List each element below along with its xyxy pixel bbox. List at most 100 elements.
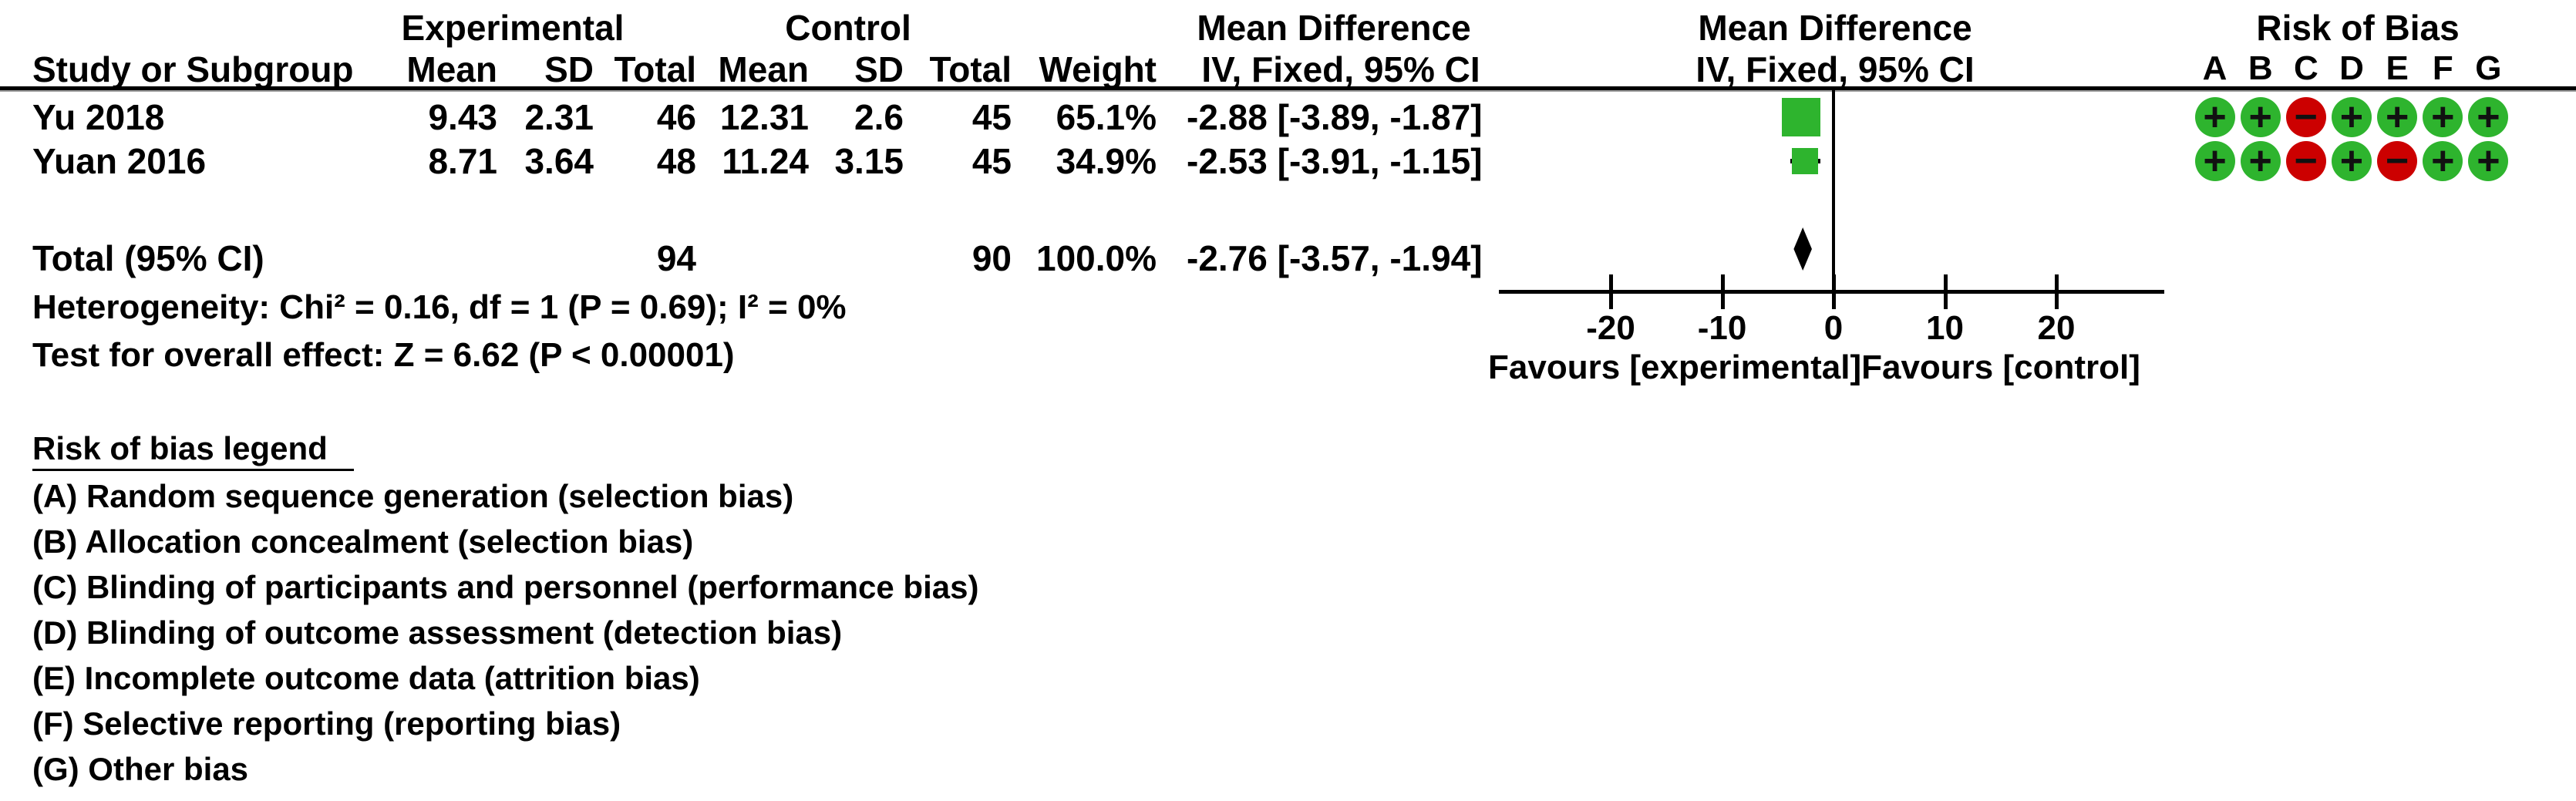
rob-legend-title: Risk of bias legend bbox=[32, 429, 354, 471]
total-ci: -2.76 [-3.57, -1.94] bbox=[1187, 238, 1483, 278]
legend-item: (A) Random sequence generation (selectio… bbox=[32, 478, 794, 514]
rob-row: + + − + + + + bbox=[2192, 96, 2511, 139]
high-risk-icon: − bbox=[2285, 141, 2326, 181]
study-column-header: Study or Subgroup bbox=[32, 49, 354, 89]
ctl-mean: 11.24 bbox=[722, 141, 809, 181]
legend-item: (F) Selective reporting (reporting bias) bbox=[32, 705, 621, 742]
low-risk-icon: + bbox=[2468, 141, 2509, 181]
legend-item: (C) Blinding of participants and personn… bbox=[32, 569, 979, 605]
study-name: Yu 2018 bbox=[32, 97, 165, 137]
rob-letter: G bbox=[2475, 49, 2502, 87]
ctl-mean-header: Mean bbox=[718, 49, 809, 89]
ci-method-header: IV, Fixed, 95% CI bbox=[1201, 49, 1480, 89]
low-risk-icon: + bbox=[2240, 97, 2281, 137]
zero-line bbox=[1832, 90, 1835, 293]
x-axis-tick bbox=[1609, 274, 1613, 309]
low-risk-icon: + bbox=[2194, 141, 2235, 181]
rob-cell: + bbox=[2466, 96, 2511, 139]
rob-letter: B bbox=[2248, 49, 2273, 87]
x-axis-tick bbox=[1720, 274, 1725, 309]
rob-cell: + bbox=[2329, 140, 2374, 183]
ci-value: -2.88 [-3.89, -1.87] bbox=[1187, 97, 1483, 137]
favours-left-label: Favours [experimental] bbox=[1488, 348, 1862, 386]
rob-cell: + bbox=[2329, 96, 2374, 139]
study-name: Yuan 2016 bbox=[32, 141, 207, 181]
x-axis-line bbox=[1499, 290, 2164, 294]
rob-cell: + bbox=[2192, 140, 2238, 183]
x-axis-tick-label: -20 bbox=[1586, 309, 1635, 347]
low-risk-icon: + bbox=[2468, 97, 2509, 137]
exp-mean: 9.43 bbox=[428, 97, 497, 137]
risk-of-bias-title: Risk of Bias bbox=[2256, 8, 2460, 48]
low-risk-icon: + bbox=[2377, 97, 2418, 137]
favours-right-label: Favours [control] bbox=[1861, 348, 2140, 386]
x-axis-tick-label: 10 bbox=[1926, 309, 1964, 347]
effect-square bbox=[1782, 98, 1821, 136]
legend-item: (G) Other bias bbox=[32, 751, 249, 787]
low-risk-icon: + bbox=[2194, 97, 2235, 137]
x-axis-tick-label: -10 bbox=[1697, 309, 1747, 347]
rob-letter: F bbox=[2432, 49, 2453, 87]
exp-sd: 2.31 bbox=[524, 97, 594, 137]
exp-total: 48 bbox=[656, 141, 696, 181]
exp-mean-header: Mean bbox=[406, 49, 497, 89]
heterogeneity-stat: Heterogeneity: Chi² = 0.16, df = 1 (P = … bbox=[32, 288, 847, 326]
total-row: Total (95% CI) 94 90 100.0% -2.76 [-3.57… bbox=[0, 237, 2576, 280]
experimental-group-header: Experimental bbox=[401, 8, 625, 48]
ci-value: -2.53 [-3.91, -1.15] bbox=[1187, 141, 1483, 181]
rob-cell: + bbox=[2375, 96, 2420, 139]
ctl-mean: 12.31 bbox=[719, 97, 809, 137]
low-risk-icon: + bbox=[2423, 141, 2463, 181]
rob-letter: A bbox=[2202, 49, 2227, 87]
ctl-total: 45 bbox=[971, 141, 1012, 181]
rob-cell: + bbox=[2192, 96, 2238, 139]
total-ctl-n: 90 bbox=[971, 238, 1012, 278]
total-exp-n: 94 bbox=[656, 238, 696, 278]
rob-letter: D bbox=[2339, 49, 2364, 87]
rob-cell: − bbox=[2283, 140, 2329, 183]
study-row: Yuan 2016 8.71 3.64 48 11.24 3.15 45 34.… bbox=[0, 140, 2576, 183]
weight-header: Weight bbox=[1039, 49, 1157, 89]
control-group-header: Control bbox=[785, 8, 911, 48]
exp-sd-header: SD bbox=[544, 49, 594, 89]
weight-value: 65.1% bbox=[1056, 97, 1157, 137]
header-rule bbox=[0, 86, 2576, 90]
x-axis-tick bbox=[1943, 274, 1948, 309]
x-axis-tick-label: 0 bbox=[1823, 309, 1844, 347]
ctl-sd: 3.15 bbox=[834, 141, 904, 181]
rob-cell: + bbox=[2466, 140, 2511, 183]
total-label: Total (95% CI) bbox=[32, 238, 264, 278]
exp-total: 46 bbox=[656, 97, 696, 137]
column-header-row: Study or Subgroup Mean SD Total Mean SD … bbox=[0, 48, 2576, 91]
rob-cell: − bbox=[2283, 96, 2329, 139]
effect-square bbox=[1792, 148, 1819, 174]
low-risk-icon: + bbox=[2423, 97, 2463, 137]
legend-item: (B) Allocation concealment (selection bi… bbox=[32, 523, 694, 560]
ctl-sd-header: SD bbox=[854, 49, 904, 89]
ctl-sd: 2.6 bbox=[854, 97, 904, 137]
ctl-total-header: Total bbox=[929, 49, 1012, 89]
overall-effect-stat: Test for overall effect: Z = 6.62 (P < 0… bbox=[32, 336, 735, 374]
low-risk-icon: + bbox=[2331, 97, 2372, 137]
rob-cell: + bbox=[2420, 96, 2466, 139]
total-diamond bbox=[1793, 227, 1812, 271]
rob-cell: − bbox=[2375, 140, 2420, 183]
rob-letter: C bbox=[2293, 49, 2318, 87]
low-risk-icon: + bbox=[2240, 141, 2281, 181]
rob-letter: E bbox=[2386, 49, 2409, 87]
legend-item: (E) Incomplete outcome data (attrition b… bbox=[32, 660, 700, 696]
high-risk-icon: − bbox=[2377, 141, 2418, 181]
rob-cell: + bbox=[2420, 140, 2466, 183]
ctl-total: 45 bbox=[971, 97, 1012, 137]
weight-value: 34.9% bbox=[1056, 141, 1157, 181]
mean-difference-column-title: Mean Difference bbox=[1197, 8, 1471, 48]
total-weight: 100.0% bbox=[1035, 238, 1157, 278]
mean-difference-plot-title: Mean Difference bbox=[1698, 8, 1972, 48]
study-row: Yu 2018 9.43 2.31 46 12.31 2.6 45 65.1% … bbox=[0, 96, 2576, 139]
rob-row: + + − + − + + bbox=[2192, 140, 2511, 183]
